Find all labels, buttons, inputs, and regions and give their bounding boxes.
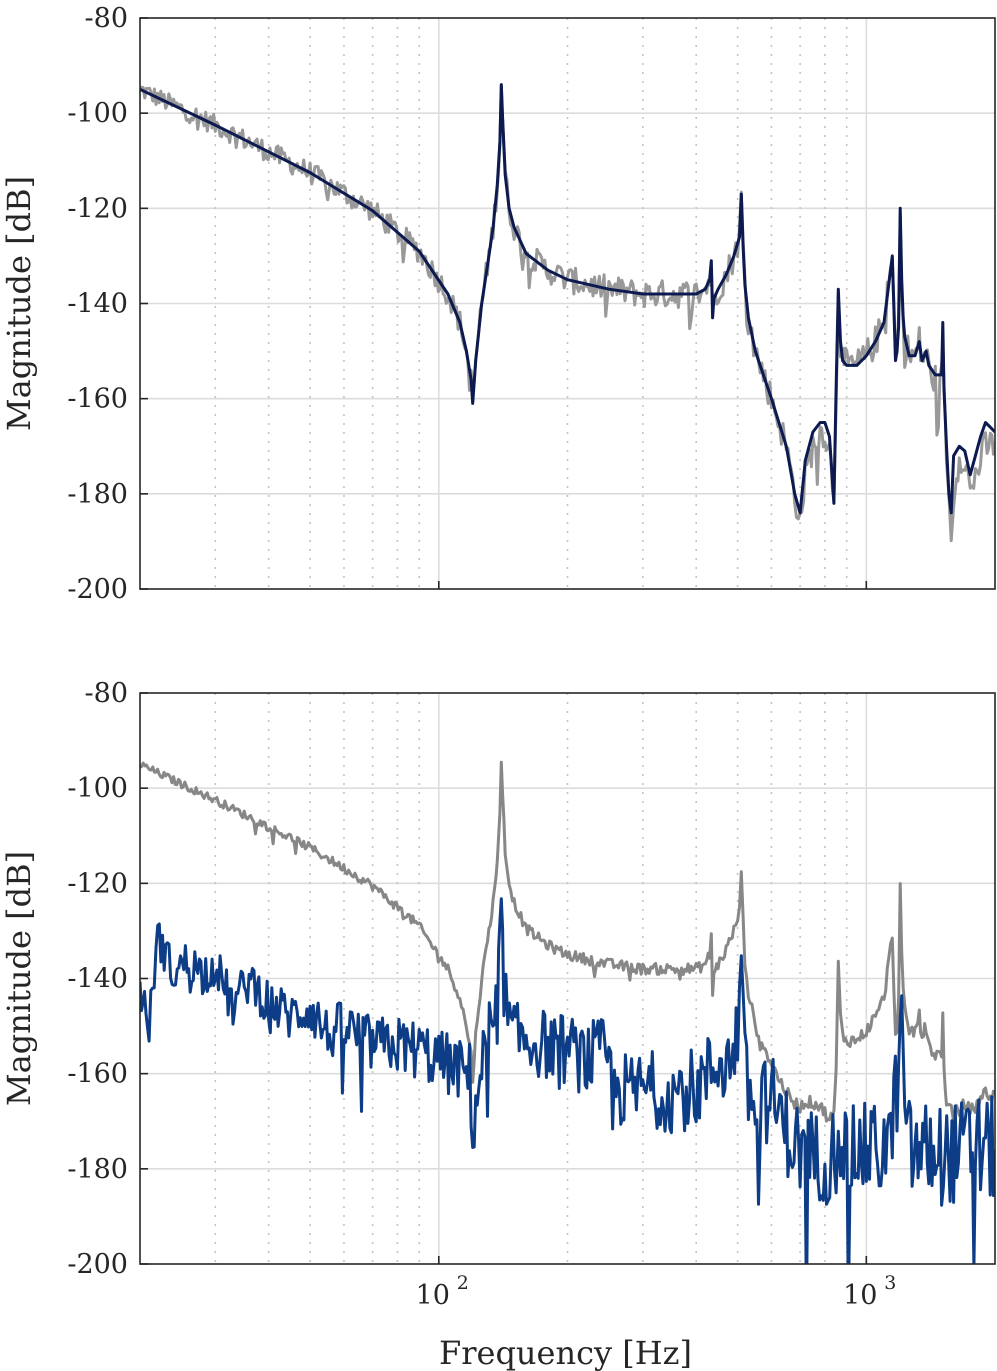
y-tick-label: -180 (67, 1154, 128, 1185)
y-tick-label: -100 (67, 98, 128, 129)
x-tick-exponent: 2 (457, 1272, 469, 1294)
y-tick-label: -100 (67, 773, 128, 804)
y-tick-label: -180 (67, 479, 128, 510)
y-tick-label: -140 (67, 964, 128, 995)
y-tick-label: -120 (67, 193, 128, 224)
y-tick-label: -200 (67, 574, 128, 605)
y-axis-label: Magnitude [dB] (0, 851, 38, 1106)
series-line-1 (140, 897, 995, 1264)
y-tick-label: -120 (67, 868, 128, 899)
y-tick-label: -200 (67, 1249, 128, 1280)
y-axis-label: Magnitude [dB] (0, 176, 38, 431)
bottom-magnitude-plot: -80 -100 -120 -140 -160 -180 -200 10 2 10 3 Magnitu… (0, 678, 996, 1371)
y-tick-label: -160 (67, 384, 128, 415)
series-line-0 (140, 760, 995, 1124)
y-tick-label: -140 (67, 289, 128, 320)
x-tick-label: 10 (843, 1280, 877, 1311)
y-tick-label: -160 (67, 1059, 128, 1090)
y-tick-label: -80 (85, 3, 128, 34)
top-magnitude-plot: -80 -100 -120 -140 -160 -180 -200 Magnitude [dB… (0, 3, 996, 605)
y-tick-label: -80 (85, 678, 128, 709)
x-axis-label: Frequency [Hz] (439, 1334, 692, 1371)
series-line-1 (140, 83, 995, 515)
x-tick-label: 10 (416, 1280, 450, 1311)
x-tick-exponent: 3 (884, 1272, 896, 1294)
